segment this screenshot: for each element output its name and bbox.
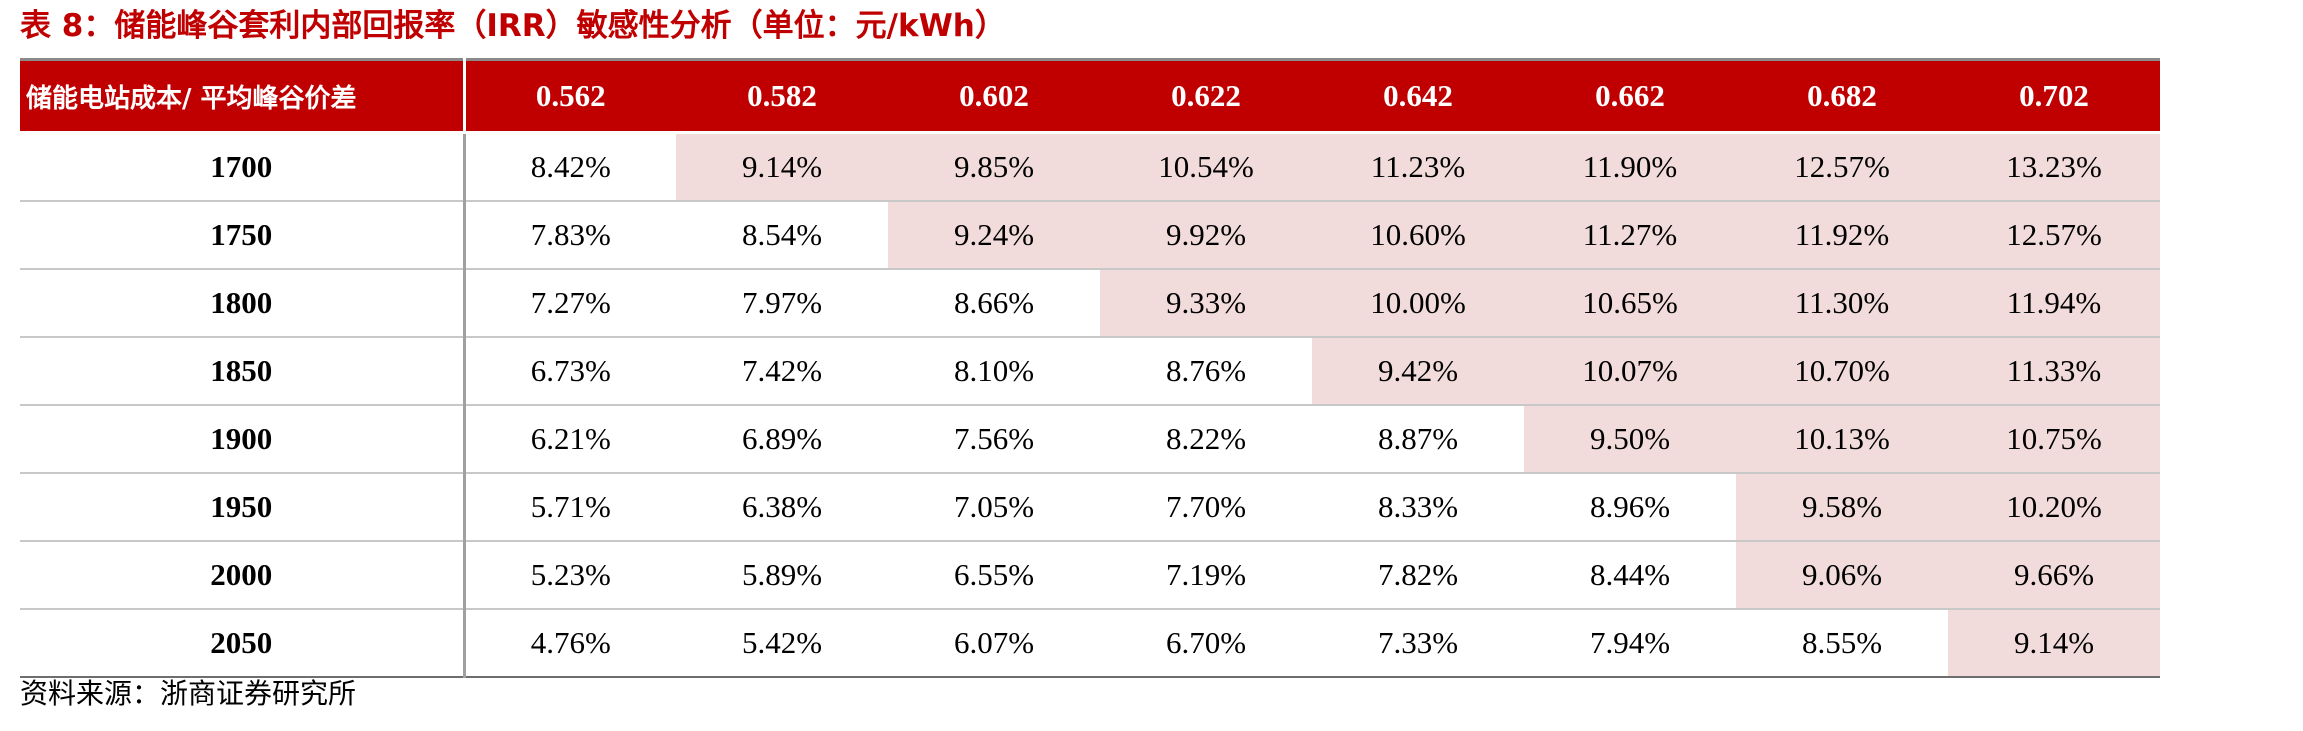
table-cell: 9.66% [1948,541,2160,610]
table-cell: 9.50% [1524,405,1736,474]
source-note: 资料来源：浙商证券研究所 [20,677,357,710]
table-cell: 9.06% [1736,541,1948,610]
table-cell: 8.33% [1312,473,1524,542]
table-cell: 10.60% [1312,201,1524,270]
column-header: 0.562 [464,58,676,134]
table-cell: 13.23% [1948,132,2160,202]
table-cell: 8.10% [888,337,1100,406]
table-cell: 5.71% [464,473,676,542]
table-cell: 10.65% [1524,269,1736,338]
table-cell: 11.94% [1948,269,2160,338]
table-cell: 6.07% [888,609,1100,678]
table-cell: 8.42% [464,132,676,202]
table-cell: 8.55% [1736,609,1948,678]
row-header: 1750 [20,201,466,270]
table-row: 2050 4.76% 5.42% 6.07% 6.70% 7.33% 7.94% 8.55% 9… [20,609,2160,678]
table-cell: 9.58% [1736,473,1948,542]
table-cell: 12.57% [1948,201,2160,270]
table-cell: 7.27% [464,269,676,338]
table-cell: 7.70% [1100,473,1312,542]
table-cell: 6.70% [1100,609,1312,678]
column-header: 0.622 [1100,58,1312,134]
table-cell: 8.66% [888,269,1100,338]
column-header: 0.642 [1312,58,1524,134]
table-row: 1850 6.73% 7.42% 8.10% 8.76% 9.42% 10.07% 10.70… [20,337,2160,406]
table-cell: 10.00% [1312,269,1524,338]
table-cell: 6.73% [464,337,676,406]
table-cell: 8.96% [1524,473,1736,542]
table-cell: 10.70% [1736,337,1948,406]
table-cell: 11.33% [1948,337,2160,406]
table-cell: 9.24% [888,201,1100,270]
table-cell: 8.44% [1524,541,1736,610]
table-cell: 11.90% [1524,132,1736,202]
table-cell: 8.54% [676,201,888,270]
table-row: 1700 8.42% 9.14% 9.85% 10.54% 11.23% 11.90% 12.… [20,132,2160,202]
table-body: 1700 8.42% 9.14% 9.85% 10.54% 11.23% 11.90% 12.… [20,132,2160,678]
table-cell: 5.42% [676,609,888,678]
table-cell: 6.55% [888,541,1100,610]
table-cell: 9.33% [1100,269,1312,338]
header-row: 储能电站成本/ 平均峰谷价差 0.562 0.582 0.602 0.622 0… [20,58,2160,134]
row-header: 2050 [20,609,466,678]
table-cell: 9.85% [888,132,1100,202]
table-row: 1750 7.83% 8.54% 9.24% 9.92% 10.60% 11.27% 11.9… [20,201,2160,270]
table-header: 储能电站成本/ 平均峰谷价差 0.562 0.582 0.602 0.622 0… [20,58,2160,134]
table-cell: 10.75% [1948,405,2160,474]
table-cell: 8.87% [1312,405,1524,474]
table-cell: 12.57% [1736,132,1948,202]
table-cell: 7.82% [1312,541,1524,610]
table-cell: 9.14% [676,132,888,202]
table-cell: 7.94% [1524,609,1736,678]
irr-sensitivity-table: 储能电站成本/ 平均峰谷价差 0.562 0.582 0.602 0.622 0… [20,58,2160,678]
table-cell: 10.20% [1948,473,2160,542]
table-cell: 9.42% [1312,337,1524,406]
table-row: 1800 7.27% 7.97% 8.66% 9.33% 10.00% 10.65% 11.3… [20,269,2160,338]
table-cell: 11.27% [1524,201,1736,270]
column-header: 0.682 [1736,58,1948,134]
table-cell: 11.92% [1736,201,1948,270]
column-header: 0.582 [676,58,888,134]
table-cell: 9.92% [1100,201,1312,270]
table-cell: 6.89% [676,405,888,474]
table-cell: 8.76% [1100,337,1312,406]
corner-header: 储能电站成本/ 平均峰谷价差 [20,58,466,134]
table-cell: 6.38% [676,473,888,542]
table-cell: 8.22% [1100,405,1312,474]
table-row: 1900 6.21% 6.89% 7.56% 8.22% 8.87% 9.50% 10.13%… [20,405,2160,474]
table-cell: 7.33% [1312,609,1524,678]
row-header: 1900 [20,405,466,474]
table-cell: 7.56% [888,405,1100,474]
table-title: 表 8：储能峰谷套利内部回报率（IRR）敏感性分析（单位：元/kWh） [20,8,1006,44]
table-cell: 10.07% [1524,337,1736,406]
row-header: 2000 [20,541,466,610]
row-header: 1850 [20,337,466,406]
table-cell: 7.83% [464,201,676,270]
table-cell: 5.23% [464,541,676,610]
row-header: 1700 [20,132,466,202]
table-cell: 7.42% [676,337,888,406]
table-cell: 11.23% [1312,132,1524,202]
table-cell: 7.19% [1100,541,1312,610]
table-cell: 11.30% [1736,269,1948,338]
column-header: 0.702 [1948,58,2160,134]
table-row: 1950 5.71% 6.38% 7.05% 7.70% 8.33% 8.96% 9.58% 1… [20,473,2160,542]
table-cell: 6.21% [464,405,676,474]
table-cell: 10.13% [1736,405,1948,474]
table-cell: 5.89% [676,541,888,610]
table-row: 2000 5.23% 5.89% 6.55% 7.19% 7.82% 8.44% 9.06% 9… [20,541,2160,610]
column-header: 0.662 [1524,58,1736,134]
table-cell: 10.54% [1100,132,1312,202]
row-header: 1800 [20,269,466,338]
row-header: 1950 [20,473,466,542]
column-header: 0.602 [888,58,1100,134]
table-cell: 7.05% [888,473,1100,542]
table-cell: 4.76% [464,609,676,678]
table-cell: 9.14% [1948,609,2160,678]
table-cell: 7.97% [676,269,888,338]
